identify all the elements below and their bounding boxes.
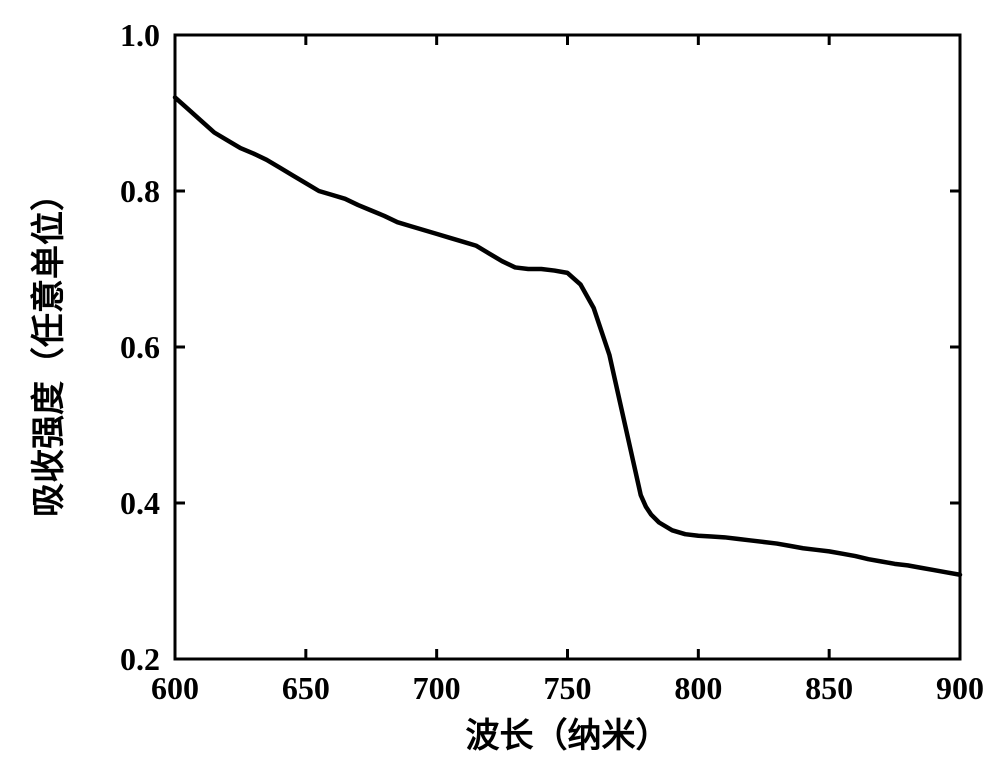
x-tick-label: 700: [413, 670, 461, 706]
x-tick-label: 650: [282, 670, 330, 706]
absorption-spectrum-chart: 6006507007508008509000.20.40.60.81.0波长（纳…: [0, 0, 1000, 769]
y-tick-label: 0.6: [120, 329, 160, 365]
x-tick-label: 800: [674, 670, 722, 706]
x-tick-label: 850: [805, 670, 853, 706]
y-tick-label: 0.4: [120, 485, 160, 521]
x-tick-label: 900: [936, 670, 984, 706]
y-tick-label: 0.2: [120, 641, 160, 677]
x-axis-label: 波长（纳米）: [466, 716, 670, 755]
y-axis-label: 吸收强度（任意单位）: [29, 177, 68, 517]
y-tick-label: 0.8: [120, 173, 160, 209]
y-tick-label: 1.0: [120, 17, 160, 53]
x-tick-label: 750: [544, 670, 592, 706]
